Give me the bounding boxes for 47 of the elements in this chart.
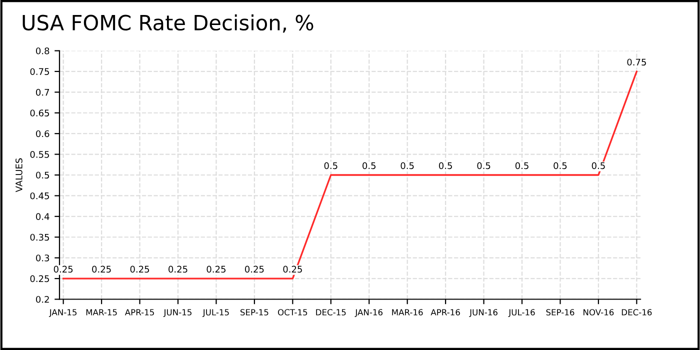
data-label: 0.25 [244,266,264,273]
y-axis-title: VALUES [16,158,22,192]
x-tick-label: JUL-15 [202,309,229,317]
y-tick-label: 0.2 [36,296,49,303]
data-label: 0.25 [54,266,73,273]
y-tick-label: 0.6 [36,130,50,138]
y-tick-label: 0.25 [30,275,49,282]
x-tick-label: SEP-15 [240,309,268,316]
data-label: 0.5 [362,162,376,170]
data-label: 0.5 [477,162,490,170]
data-label: 0.5 [554,162,567,170]
x-tick-label: JAN-15 [48,309,77,317]
x-tick-label: SEP-16 [546,309,574,316]
x-tick-label: JAN-16 [354,309,383,317]
data-label: 0.25 [206,266,226,273]
x-tick-label: JUN-16 [469,309,498,317]
x-tick-label: DEC-15 [316,309,346,316]
y-tick-label: 0.45 [30,192,49,200]
data-label: 0.5 [324,162,338,170]
data-label: 0.25 [168,266,188,273]
chart-title: USA FOMC Rate Decision, % [22,14,314,33]
y-tick-label: 0.35 [30,234,49,241]
data-label: 0.5 [400,162,414,170]
x-tick-label: MAR-15 [86,309,117,316]
data-label: 0.25 [283,266,302,273]
data-label: 0.5 [515,162,528,170]
x-tick-label: APR-16 [430,309,460,316]
y-tick-label: 0.55 [30,151,49,158]
x-tick-label: JUN-15 [163,309,192,317]
data-label: 0.25 [130,266,150,273]
x-tick-label: MAR-16 [392,309,423,316]
y-tick-label: 0.3 [36,254,50,262]
x-tick-label: JUL-16 [508,309,535,317]
y-tick-label: 0.4 [36,213,50,220]
x-tick-label: OCT-15 [278,309,308,316]
data-label: 0.75 [627,58,646,66]
y-tick-label: 0.65 [30,110,49,116]
y-tick-label: 0.7 [36,88,50,96]
y-tick-label: 0.5 [36,172,49,179]
x-tick-label: DEC-16 [622,309,652,316]
y-tick-label: 0.8 [36,47,50,54]
x-tick-label: APR-15 [124,309,154,316]
data-label: 0.5 [592,162,605,170]
data-label: 0.25 [92,266,111,273]
x-tick-label: NOV-16 [584,309,614,316]
y-tick-label: 0.75 [30,68,49,76]
data-label: 0.5 [438,162,452,170]
